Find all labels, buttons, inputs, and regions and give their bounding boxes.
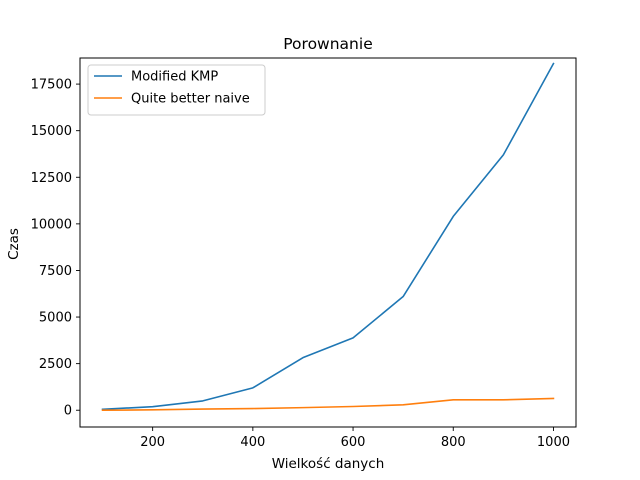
plot-frame	[79, 57, 577, 428]
x-axis-label: Wielkość danych	[272, 456, 385, 472]
y-tick-label: 12500	[31, 171, 72, 186]
x-tick-label: 400	[240, 435, 265, 450]
chart-title: Porownanie	[283, 35, 372, 53]
x-tick-label: 600	[341, 435, 366, 450]
axis-ticks: 200 400 600 800 1000025005000750010000125001…	[31, 78, 570, 450]
legend-box	[87, 64, 266, 116]
series-line-2	[101, 397, 555, 412]
y-tick-label: 7500	[39, 264, 72, 279]
y-tick-label: 10000	[31, 217, 72, 232]
y-tick-label: 0	[64, 404, 72, 419]
y-tick-label: 17500	[31, 78, 72, 93]
x-tick-label: 800	[441, 435, 466, 450]
y-tick-label: 5000	[39, 311, 72, 326]
x-tick-label: 200	[140, 435, 165, 450]
y-tick-label: 2500	[39, 357, 72, 372]
series-line-1	[101, 62, 555, 411]
legend-label: Quite better naive	[131, 92, 250, 107]
y-tick-label: 15000	[31, 124, 72, 139]
series-lines	[101, 62, 555, 412]
legend: Modified KMP Quite better naive	[87, 64, 266, 116]
y-axis-label: Czas	[6, 228, 22, 260]
x-tick-label: 1000	[537, 435, 570, 450]
legend-label: Modified KMP	[131, 70, 218, 85]
